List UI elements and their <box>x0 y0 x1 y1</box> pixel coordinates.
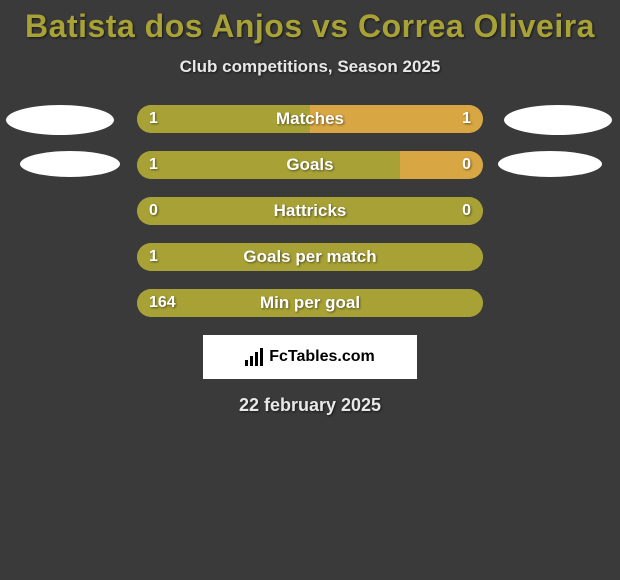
bar-full-fill <box>137 197 483 225</box>
stat-value-right: 1 <box>462 105 471 133</box>
stat-value-right: 0 <box>462 197 471 225</box>
bar-right-fill <box>310 105 483 133</box>
stat-bar: 00Hattricks <box>137 197 483 225</box>
stat-row: 164Min per goal <box>8 289 612 317</box>
stat-bar: 10Goals <box>137 151 483 179</box>
page-title: Batista dos Anjos vs Correa Oliveira <box>0 0 620 45</box>
comparison-area: 11Matches10Goals00Hattricks1Goals per ma… <box>0 105 620 317</box>
stat-bar: 11Matches <box>137 105 483 133</box>
stat-row: 00Hattricks <box>8 197 612 225</box>
site-logo: FcTables.com <box>203 335 417 379</box>
bar-full-fill <box>137 243 483 271</box>
stat-bar: 164Min per goal <box>137 289 483 317</box>
stat-value-left: 1 <box>149 151 158 179</box>
bar-left-fill <box>137 105 310 133</box>
stat-value-left: 1 <box>149 243 158 271</box>
bar-left-fill <box>137 151 400 179</box>
logo-text: FcTables.com <box>269 348 375 366</box>
stat-bar: 1Goals per match <box>137 243 483 271</box>
bar-full-fill <box>137 289 483 317</box>
subtitle: Club competitions, Season 2025 <box>0 57 620 77</box>
stat-row: 10Goals <box>8 151 612 179</box>
stat-value-right: 0 <box>462 151 471 179</box>
stat-value-left: 164 <box>149 289 176 317</box>
date-label: 22 february 2025 <box>0 395 620 416</box>
chart-icon <box>245 348 263 366</box>
stat-value-left: 1 <box>149 105 158 133</box>
stat-row: 1Goals per match <box>8 243 612 271</box>
stat-value-left: 0 <box>149 197 158 225</box>
stat-row: 11Matches <box>8 105 612 133</box>
